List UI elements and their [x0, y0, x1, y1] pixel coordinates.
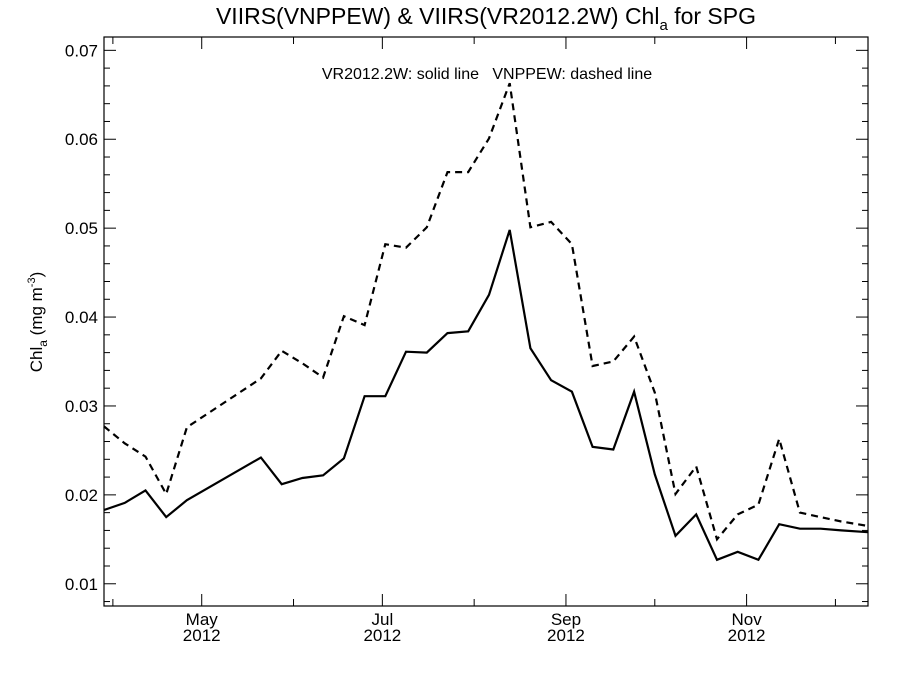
y-axis-label-subscript: a	[36, 340, 50, 347]
x-tick-label-month: Nov	[731, 610, 762, 629]
x-tick-label-month: Jul	[371, 610, 393, 629]
series-line-vnppew	[103, 82, 869, 542]
y-axis-ticks: 0.01 0.02 0.03 0.04 0.05 0.06 0.07	[65, 41, 868, 603]
chart-title-subscript: a	[659, 17, 668, 34]
y-axis-label-end: )	[27, 272, 46, 278]
chart-title: VIIRS(VNPPEW) & VIIRS(VR2012.2W) Chla fo…	[216, 3, 756, 34]
x-tick-label-year: 2012	[363, 626, 401, 645]
y-tick-label: 0.01	[65, 575, 98, 594]
y-axis-label-superscript: -3	[26, 277, 38, 287]
plot-frame	[103, 36, 869, 607]
y-tick-label: 0.07	[65, 41, 98, 60]
y-axis-label: Chla (mg m-3)	[26, 272, 50, 373]
x-tick-label-year: 2012	[547, 626, 585, 645]
series-line-vr2012-2w	[103, 229, 869, 562]
x-tick-label-month: Sep	[551, 610, 581, 629]
x-tick-label-year: 2012	[728, 626, 766, 645]
x-tick-label-month: May	[186, 610, 219, 629]
y-tick-label: 0.04	[65, 308, 98, 327]
y-tick-label: 0.06	[65, 130, 98, 149]
chart-annotation: VR2012.2W: solid line VNPPEW: dashed lin…	[322, 66, 652, 83]
chart-title-suffix: for SPG	[668, 3, 756, 29]
y-axis-label-middle: (mg m	[27, 287, 46, 340]
series-layer	[103, 82, 869, 562]
y-tick-label: 0.02	[65, 486, 98, 505]
chart-title-prefix: VIIRS(VNPPEW) & VIIRS(VR2012.2W) Chl	[216, 3, 660, 29]
y-axis-label-base: Chl	[27, 347, 46, 373]
y-tick-label: 0.05	[65, 219, 98, 238]
x-tick-label-year: 2012	[183, 626, 221, 645]
y-tick-label: 0.03	[65, 397, 98, 416]
